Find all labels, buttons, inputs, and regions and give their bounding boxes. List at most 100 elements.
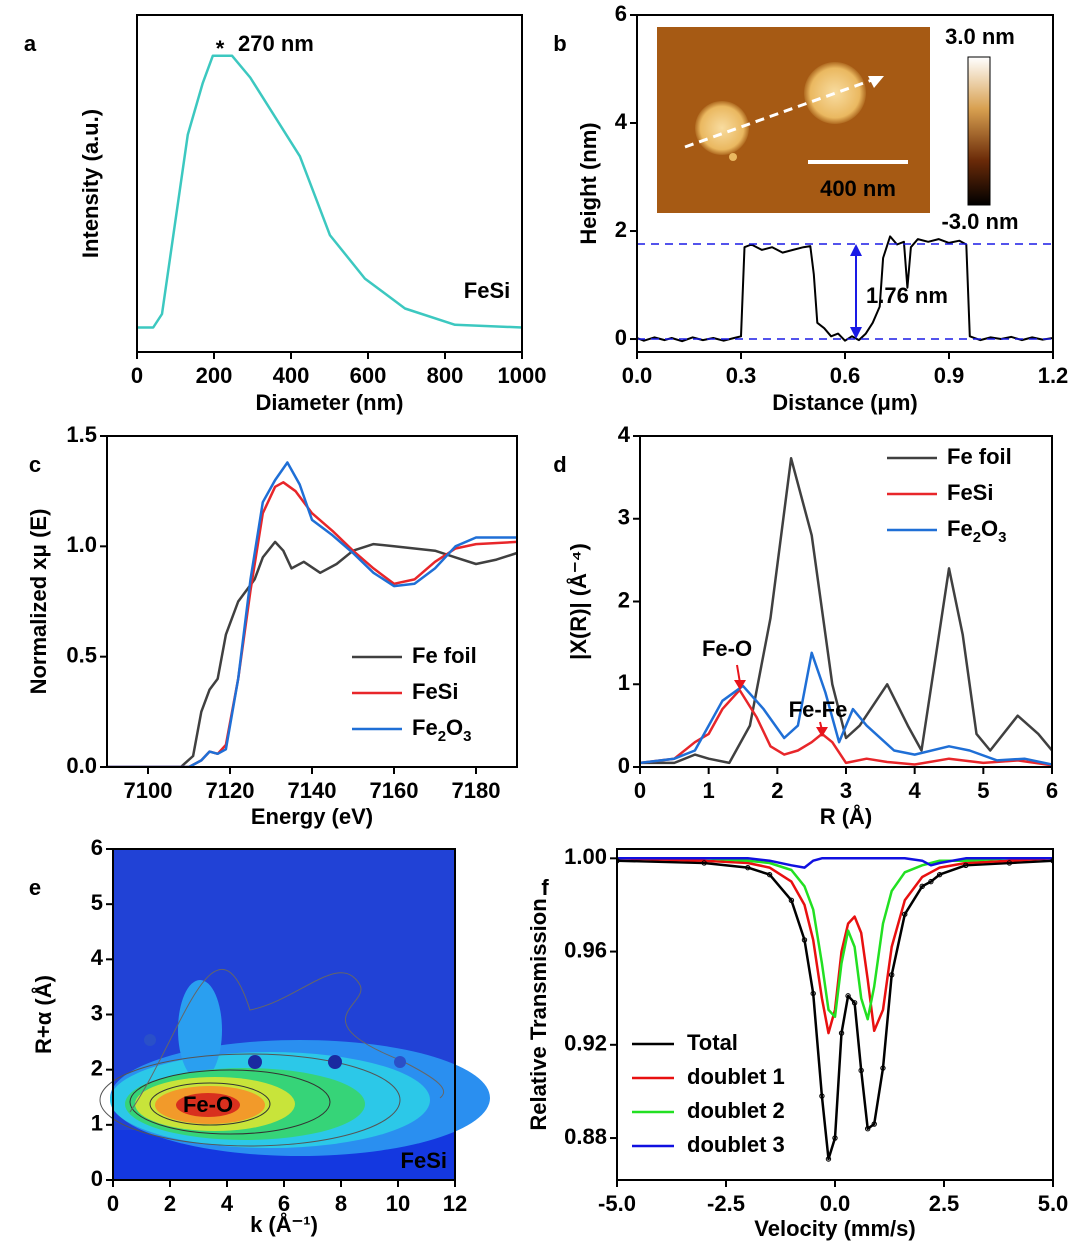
series-line: [107, 461, 517, 767]
x-tick-label: 2: [164, 1191, 176, 1216]
legend-label: Fe2O3: [412, 715, 472, 746]
data-point: [865, 1126, 871, 1132]
x-tick-label: 1.2: [1038, 363, 1069, 388]
data-point: [919, 883, 925, 889]
x-tick-label: 10: [386, 1191, 410, 1216]
x-tick-label: 400: [273, 363, 310, 388]
panel-label: e: [29, 875, 41, 900]
data-point: [963, 862, 969, 869]
afm-inset: [657, 27, 991, 213]
data-point: [701, 860, 707, 866]
series-line: [617, 857, 1053, 869]
annotation: Fe-O: [183, 1092, 233, 1117]
x-tick-label: -2.5: [707, 1191, 745, 1216]
x-tick-label: 3: [840, 778, 852, 803]
data-point: [888, 972, 895, 978]
y-tick-label: 0.88: [564, 1124, 607, 1149]
plot-area: [617, 857, 1053, 1162]
data-point: [801, 937, 808, 943]
data-point: [766, 871, 773, 878]
data-line: [637, 235, 1053, 343]
panel-label: c: [29, 452, 41, 477]
y-tick-label: 2: [618, 587, 630, 612]
legend-label: doublet 2: [687, 1098, 785, 1123]
x-axis-title: R (Å): [820, 803, 873, 829]
x-tick-label: 0: [634, 778, 646, 803]
y-axis-title: |X(R)| (Å⁻⁴): [565, 543, 591, 660]
series-line: [107, 540, 517, 767]
legend-label: FeSi: [947, 480, 993, 505]
x-tick-label: 600: [350, 363, 387, 388]
peak-marker: *: [216, 36, 225, 61]
data-point: [788, 897, 795, 903]
data-point: [928, 878, 934, 885]
x-tick-label: 0.3: [726, 363, 757, 388]
y-tick-label: 0.5: [66, 642, 97, 667]
data-point: [810, 990, 816, 997]
x-tick-label: -5.0: [598, 1191, 636, 1216]
y-tick-label: 4: [91, 945, 104, 970]
step-label: 1.76 nm: [866, 283, 948, 308]
legend-label: Fe foil: [947, 444, 1012, 469]
peak-label: 270 nm: [238, 31, 314, 56]
data-point: [819, 1093, 825, 1099]
x-tick-label: 4: [909, 778, 922, 803]
legend-label: doublet 1: [687, 1064, 785, 1089]
y-tick-label: 1.00: [564, 844, 607, 869]
x-tick-label: 0.6: [830, 363, 861, 388]
annotation: Fe-Fe: [789, 697, 848, 722]
data-point: [871, 1121, 877, 1127]
x-tick-label: 6: [278, 1191, 290, 1216]
x-tick-label: 2.5: [929, 1191, 960, 1216]
series-label: FeSi: [464, 278, 510, 303]
x-axis-title: k (Å⁻¹): [250, 1211, 318, 1237]
annotation: Fe-O: [702, 636, 752, 661]
y-tick-label: 5: [91, 890, 103, 915]
data-point: [880, 1065, 886, 1071]
y-tick-label: 6: [91, 835, 103, 860]
series-line: [617, 857, 1053, 1035]
x-axis-title: Velocity (mm/s): [754, 1216, 915, 1241]
series-line: [640, 651, 1052, 766]
x-tick-label: 1000: [498, 363, 547, 388]
x-tick-label: 0: [131, 363, 143, 388]
y-tick-label: 1: [618, 670, 630, 695]
x-tick-label: 0: [107, 1191, 119, 1216]
x-tick-label: 8: [335, 1191, 347, 1216]
data-line: [137, 54, 522, 329]
data-point: [858, 1067, 864, 1074]
series-line: [640, 688, 1052, 767]
colorbar-min: -3.0 nm: [941, 209, 1018, 234]
panel-label: d: [553, 452, 566, 477]
data-point: [825, 1156, 832, 1162]
data-point: [1050, 857, 1053, 864]
plot-area: [107, 461, 517, 767]
y-tick-label: 0.0: [66, 753, 97, 778]
plot-frame: [136, 14, 523, 353]
x-axis-title: Energy (eV): [251, 804, 373, 829]
x-tick-label: 2: [771, 778, 783, 803]
wavelet-map: [99, 849, 490, 1180]
data-point: [936, 871, 943, 878]
x-tick-label: 7120: [206, 778, 255, 803]
data-point: [832, 1135, 838, 1141]
x-tick-label: 200: [196, 363, 233, 388]
series-line: [617, 859, 1053, 1161]
data-point: [851, 1000, 858, 1006]
y-tick-label: 1: [91, 1111, 103, 1136]
colorbar-max: 3.0 nm: [945, 24, 1015, 49]
map-label: FeSi: [401, 1148, 447, 1173]
series-line: [617, 857, 1053, 1021]
y-axis-title: Normalized xμ (E): [26, 509, 51, 695]
y-axis-title: Height (nm): [576, 122, 601, 244]
x-tick-label: 0.0: [622, 363, 653, 388]
x-tick-label: 4: [221, 1191, 234, 1216]
y-tick-label: 0: [91, 1166, 103, 1191]
data-point: [902, 911, 908, 917]
data-point: [745, 864, 751, 871]
scale-bar-label: 400 nm: [820, 176, 896, 201]
data-point: [838, 1030, 845, 1036]
legend-label: Fe foil: [412, 643, 477, 668]
legend-label: FeSi: [412, 679, 458, 704]
y-tick-label: 0: [618, 753, 630, 778]
